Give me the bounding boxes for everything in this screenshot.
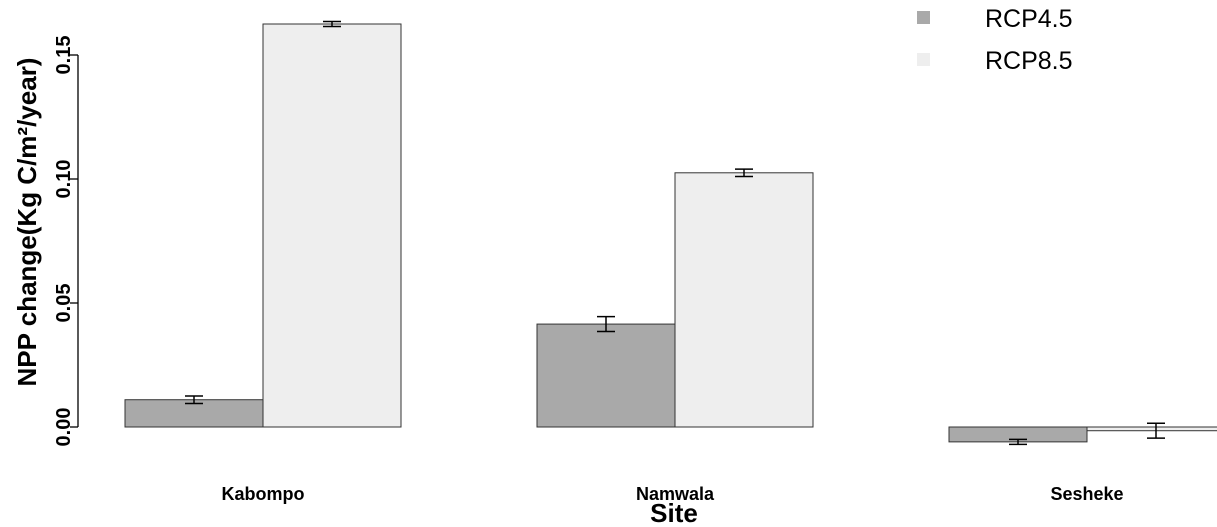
bar-rcp85-namwala	[675, 173, 813, 427]
legend-swatch	[917, 11, 930, 24]
x-axis-title: Site	[650, 498, 698, 527]
bar-rcp85-sesheke	[1087, 427, 1217, 431]
y-tick-label: 0.15	[53, 36, 75, 75]
y-tick-label: 0.10	[53, 160, 75, 199]
legend-label: RCP4.5	[985, 5, 1073, 33]
bars	[125, 24, 1217, 442]
y-tick-label: 0.00	[53, 408, 75, 447]
legend: RCP4.5 RCP8.5	[917, 5, 1073, 75]
y-axis-ticks: 0.00 0.05 0.10 0.15	[53, 36, 78, 447]
category-label: Kabompo	[222, 484, 305, 504]
y-axis-title: NPP change(Kg C/m²/year)	[12, 58, 42, 387]
bar-rcp85-kabompo	[263, 24, 401, 427]
bar-rcp45-namwala	[537, 324, 675, 427]
y-tick-label: 0.05	[53, 284, 75, 323]
category-label: Sesheke	[1050, 484, 1123, 504]
legend-swatch	[917, 53, 930, 66]
legend-label: RCP8.5	[985, 47, 1073, 75]
